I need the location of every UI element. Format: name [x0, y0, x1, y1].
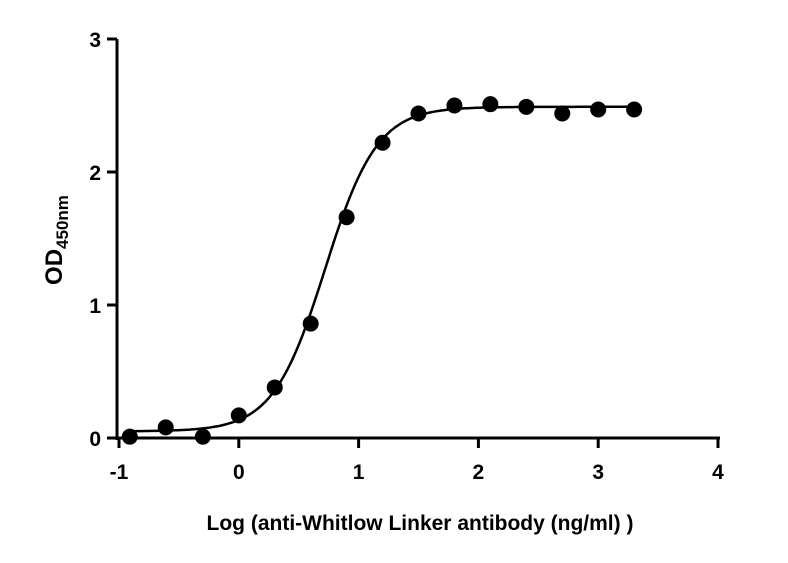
- data-point: [121, 428, 138, 445]
- data-point: [554, 105, 571, 122]
- data-point: [374, 134, 391, 151]
- data-point: [230, 407, 247, 424]
- data-point: [482, 96, 499, 113]
- x-tick-label: 4: [712, 461, 724, 484]
- data-point: [338, 209, 355, 226]
- y-axis-label: OD450nm: [41, 195, 72, 285]
- x-tick-label: 2: [473, 461, 485, 484]
- data-point: [626, 101, 643, 118]
- x-tick-label: 1: [353, 461, 365, 484]
- y-tick-label: 0: [89, 428, 101, 451]
- data-point: [518, 98, 535, 115]
- data-point: [157, 419, 174, 436]
- data-point: [446, 97, 463, 114]
- x-tick-labels: -1 0 1 2 3 4: [110, 461, 725, 484]
- y-tick-label: 3: [89, 29, 101, 52]
- x-tick-label: 3: [592, 461, 604, 484]
- y-axis-label-subscript: 450nm: [53, 195, 72, 249]
- axes: [107, 37, 720, 448]
- y-tick-labels: 0 1 2 3: [89, 29, 101, 451]
- data-point: [266, 379, 283, 396]
- fit-curve: [129, 105, 633, 433]
- y-tick-label: 2: [89, 162, 101, 185]
- data-points: [121, 96, 643, 445]
- data-point: [302, 315, 319, 332]
- y-tick-label: 1: [89, 295, 101, 318]
- data-point: [410, 105, 427, 122]
- x-tick-label: 0: [233, 461, 245, 484]
- y-axis-label-main: OD: [41, 249, 68, 285]
- data-point: [590, 101, 607, 118]
- x-axis-label: Log (anti-Whitlow Linker antibody (ng/ml…: [207, 512, 634, 535]
- data-point: [194, 428, 211, 445]
- x-tick-label: -1: [110, 461, 129, 484]
